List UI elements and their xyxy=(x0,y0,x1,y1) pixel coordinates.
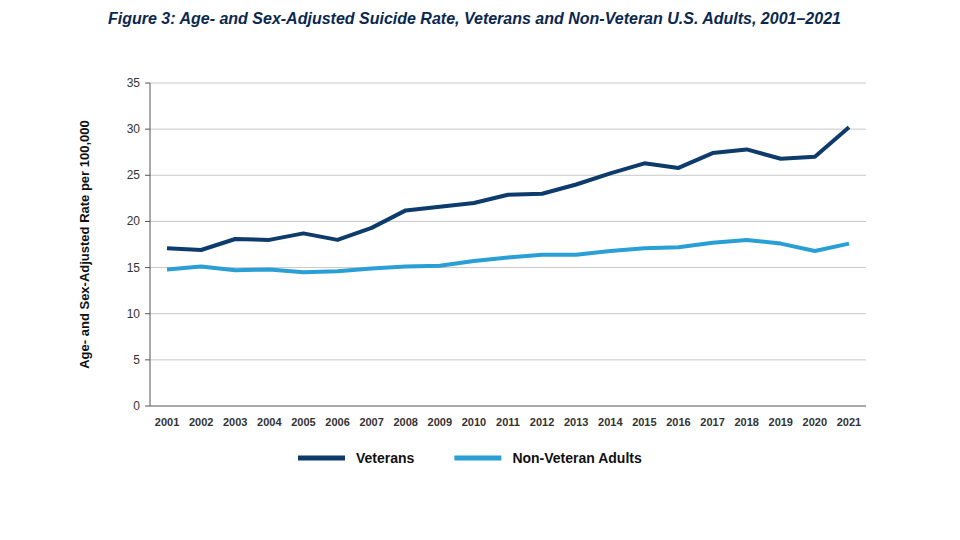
x-tick-label: 2003 xyxy=(223,416,247,428)
x-tick-label: 2001 xyxy=(155,416,179,428)
chart-svg: Figure 3: Age- and Sex-Adjusted Suicide … xyxy=(0,0,960,540)
legend-swatch xyxy=(454,456,501,461)
y-tick xyxy=(145,175,150,176)
grid-line xyxy=(150,83,866,84)
series-line xyxy=(167,240,849,272)
y-tick-label: 15 xyxy=(127,261,141,275)
x-tick-label: 2002 xyxy=(189,416,213,428)
x-tick-label: 2016 xyxy=(666,416,690,428)
legend: Veterans Non-Veteran Adults xyxy=(298,450,642,466)
grid-line xyxy=(150,313,866,314)
x-tick-label: 2013 xyxy=(564,416,588,428)
y-tick-label: 10 xyxy=(127,307,141,321)
x-tick-label: 2020 xyxy=(803,416,827,428)
y-tick xyxy=(145,359,150,360)
grid-line xyxy=(150,359,866,360)
x-tick-label: 2012 xyxy=(530,416,554,428)
y-tick-label: 35 xyxy=(127,76,141,90)
x-tick-label: 2004 xyxy=(257,416,282,428)
y-axis-label: Age- and Sex-Adjusted Rate per 100,000 xyxy=(77,120,92,369)
y-tick-label: 25 xyxy=(127,168,141,182)
grid-line xyxy=(150,221,866,222)
chart-title: Figure 3: Age- and Sex-Adjusted Suicide … xyxy=(108,10,841,27)
y-tick xyxy=(145,406,150,407)
x-tick-label: 2009 xyxy=(428,416,452,428)
legend-swatch xyxy=(298,456,345,461)
y-tick-label: 30 xyxy=(127,122,141,136)
plot-area xyxy=(167,127,849,272)
x-tick-label: 2014 xyxy=(598,416,623,428)
y-tick xyxy=(145,83,150,84)
x-tick-label: 2017 xyxy=(700,416,724,428)
x-tick-label: 2018 xyxy=(734,416,758,428)
y-tick xyxy=(145,221,150,222)
x-tick-label: 2005 xyxy=(291,416,315,428)
y-tick-label: 5 xyxy=(133,353,140,367)
series-line xyxy=(167,127,849,250)
grid-line xyxy=(150,129,866,130)
x-tick-label: 2006 xyxy=(325,416,349,428)
x-axis xyxy=(150,406,866,407)
y-tick xyxy=(145,129,150,130)
x-tick-label: 2021 xyxy=(837,416,861,428)
legend-label: Veterans xyxy=(356,450,415,466)
x-tick-label: 2008 xyxy=(393,416,417,428)
grid xyxy=(145,83,866,406)
x-tick-label: 2007 xyxy=(359,416,383,428)
x-tick-label: 2010 xyxy=(462,416,486,428)
grid-line xyxy=(150,175,866,176)
legend-label: Non-Veteran Adults xyxy=(512,450,642,466)
chart-container: Figure 3: Age- and Sex-Adjusted Suicide … xyxy=(0,0,960,540)
y-tick-label: 20 xyxy=(127,214,141,228)
y-tick xyxy=(145,313,150,314)
y-axis xyxy=(150,83,151,406)
x-tick-label: 2015 xyxy=(632,416,656,428)
x-tick-label: 2019 xyxy=(769,416,793,428)
y-tick xyxy=(145,267,150,268)
y-tick-label: 0 xyxy=(133,399,140,413)
x-tick-label: 2011 xyxy=(496,416,520,428)
